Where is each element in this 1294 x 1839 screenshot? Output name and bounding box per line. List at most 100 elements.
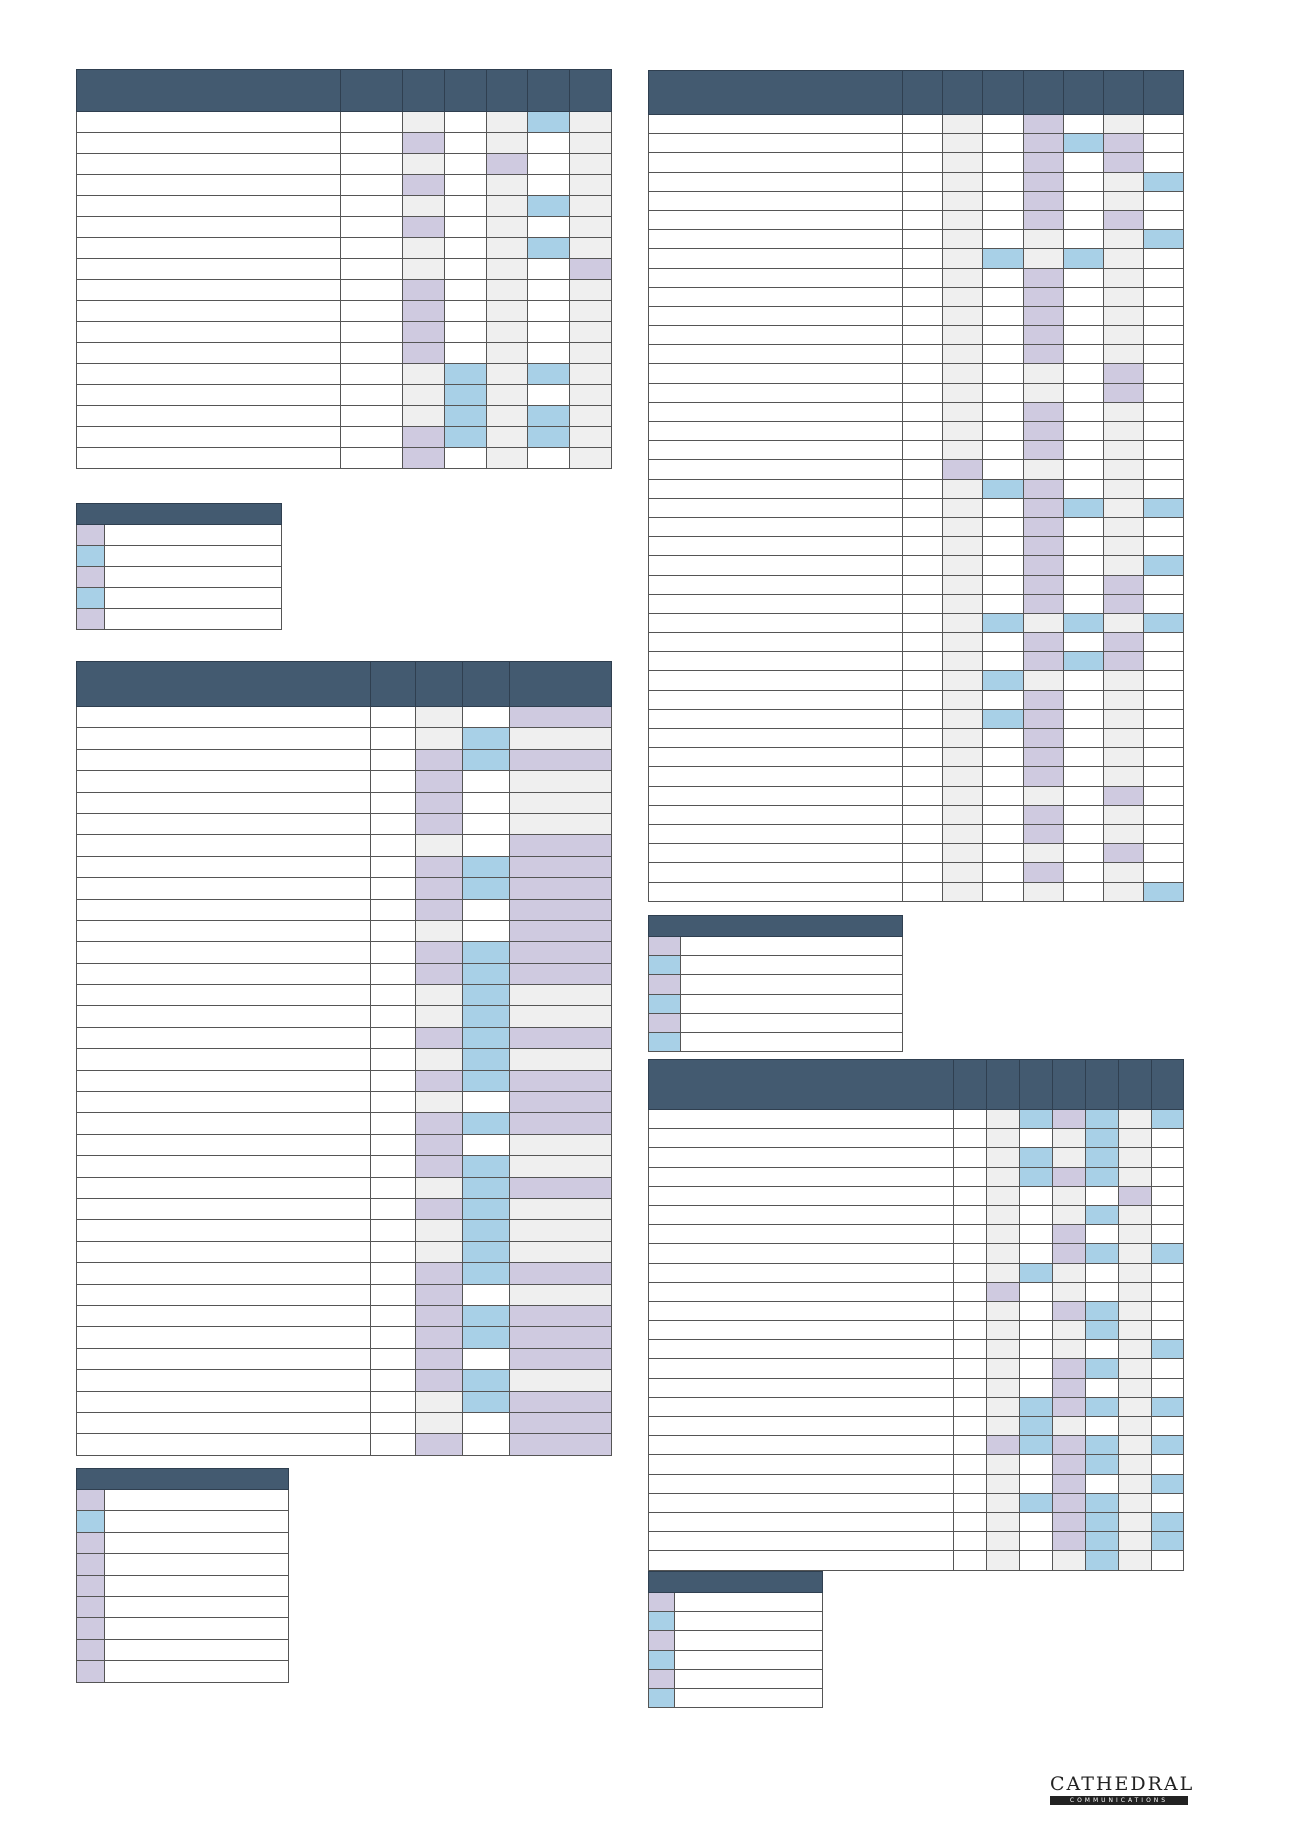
value-cell [509, 1133, 612, 1157]
row-label-cell [648, 689, 903, 710]
value-cell [1143, 689, 1184, 710]
value-cell [1118, 1320, 1152, 1341]
value-cell [902, 171, 943, 192]
value-cell [1023, 382, 1064, 403]
value-cell [340, 384, 403, 406]
value-cell [902, 766, 943, 787]
value-cell [444, 363, 487, 385]
value-cell [942, 420, 983, 442]
value-cell [902, 651, 943, 672]
row-label-cell [648, 727, 903, 749]
value-cell [1023, 804, 1064, 825]
value-cell [1052, 1281, 1086, 1302]
value-cell [509, 1219, 612, 1242]
row-label-cell [648, 344, 903, 365]
value-cell [415, 705, 463, 729]
value-cell [953, 1339, 987, 1360]
value-cell [942, 862, 983, 883]
value-cell [370, 962, 416, 986]
table-row [76, 1048, 612, 1071]
value-cell [1151, 1358, 1184, 1379]
legend-swatch [648, 1012, 681, 1033]
row-label-cell [76, 1283, 371, 1306]
value-cell [527, 384, 570, 406]
value-cell [953, 1243, 987, 1264]
value-cell [509, 1283, 612, 1306]
row-label-cell [76, 1005, 371, 1028]
value-cell [1143, 593, 1184, 614]
value-cell [509, 877, 612, 900]
value-cell [953, 1454, 987, 1475]
row-label-cell [648, 209, 903, 231]
table-row [648, 747, 1184, 768]
value-cell [486, 153, 528, 175]
value-cell [1103, 363, 1144, 384]
row-label-cell [76, 174, 341, 196]
value-cell [1023, 593, 1064, 614]
row-label-cell [76, 812, 371, 836]
value-cell [527, 195, 570, 217]
table-row [648, 325, 1184, 346]
value-cell [370, 1026, 416, 1050]
value-cell [462, 1048, 510, 1071]
value-cell [1052, 1396, 1086, 1418]
value-cell [527, 216, 570, 238]
table-row [76, 1240, 612, 1264]
value-cell [509, 791, 612, 814]
value-cell [1151, 1185, 1184, 1206]
value-cell [953, 1224, 987, 1245]
header-cell [942, 70, 983, 115]
value-cell [462, 984, 510, 1007]
row-label-cell [648, 785, 903, 806]
header-cell [1143, 70, 1184, 115]
value-cell [982, 747, 1024, 768]
row-label-cell [648, 612, 903, 634]
value-cell [942, 267, 983, 288]
table-row [648, 209, 1184, 231]
legend-four [648, 1571, 823, 1709]
value-cell [1103, 133, 1144, 154]
value-cell [1151, 1224, 1184, 1245]
value-cell [1063, 708, 1104, 730]
value-cell [444, 405, 487, 427]
table-row [648, 1511, 1184, 1533]
value-cell [527, 321, 570, 343]
value-cell [986, 1281, 1020, 1302]
table-row [648, 555, 1184, 576]
row-label-cell [648, 478, 903, 499]
value-cell [1103, 843, 1144, 864]
table-row [648, 727, 1184, 749]
value-cell [1063, 785, 1104, 806]
value-cell [1151, 1511, 1184, 1533]
value-cell [1143, 555, 1184, 576]
row-label-cell [76, 153, 341, 175]
value-cell [462, 1133, 510, 1157]
value-cell [527, 279, 570, 301]
table-row [648, 536, 1184, 557]
value-cell [1063, 363, 1104, 384]
value-cell [1063, 804, 1104, 825]
value-cell [1151, 1204, 1184, 1226]
header-cell [569, 69, 612, 112]
table-row [648, 1377, 1184, 1398]
legend-label [104, 1488, 289, 1512]
table-row [648, 1358, 1184, 1379]
value-cell [902, 286, 943, 307]
value-cell [1085, 1108, 1119, 1130]
value-cell [1023, 344, 1064, 365]
legend-row [76, 1510, 289, 1533]
value-cell [1103, 766, 1144, 787]
value-cell [509, 1069, 612, 1093]
row-label-cell [648, 670, 903, 691]
value-cell [902, 497, 943, 518]
row-label-cell [648, 1435, 954, 1456]
row-label-cell [648, 1128, 954, 1149]
value-cell [1023, 209, 1064, 231]
value-cell [370, 1005, 416, 1028]
table-row [648, 1204, 1184, 1226]
row-label-cell [648, 843, 903, 864]
value-cell [569, 258, 612, 280]
value-cell [509, 898, 612, 921]
legend-swatch [76, 1638, 105, 1662]
row-label-cell [76, 405, 341, 427]
